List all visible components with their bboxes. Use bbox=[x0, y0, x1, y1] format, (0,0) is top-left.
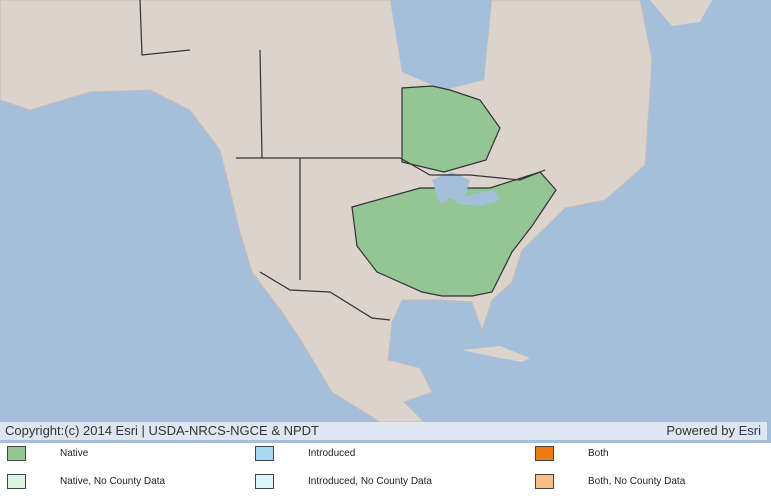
legend-label: Both bbox=[588, 448, 609, 459]
legend-label: Introduced, No County Data bbox=[308, 476, 432, 487]
legend-label: Both, No County Data bbox=[588, 476, 686, 487]
hudson-bay bbox=[390, 0, 492, 90]
border-alaska bbox=[139, 0, 191, 56]
cuba bbox=[462, 346, 530, 362]
legend-swatch bbox=[7, 446, 26, 461]
native-range-us bbox=[351, 171, 557, 297]
border-us-mexico bbox=[259, 271, 391, 321]
land bbox=[0, 0, 653, 423]
native-range-canada bbox=[401, 85, 501, 173]
esri-link[interactable]: Esri bbox=[738, 423, 761, 438]
map bbox=[0, 0, 771, 443]
greenland bbox=[650, 0, 712, 26]
powered-by: Powered by Esri bbox=[666, 422, 761, 440]
legend-label: Native bbox=[60, 448, 89, 459]
border-us-canada bbox=[236, 157, 546, 181]
legend-swatch bbox=[7, 474, 26, 489]
powered-by-text: Powered by bbox=[666, 423, 735, 438]
legend-swatch bbox=[535, 446, 554, 461]
attribution-bar: Copyright:(c) 2014 Esri | USDA-NRCS-NGCE… bbox=[0, 422, 767, 440]
legend-label: Native, No County Data bbox=[60, 476, 166, 487]
legend-swatch bbox=[255, 474, 274, 489]
legend-swatch bbox=[255, 446, 274, 461]
borders bbox=[139, 0, 546, 321]
attribution: Copyright:(c) 2014 Esri | USDA-NRCS-NGCE… bbox=[5, 423, 319, 438]
great-lakes bbox=[432, 172, 500, 206]
border-provinces bbox=[259, 49, 263, 159]
legend-label: Introduced bbox=[308, 448, 356, 459]
legend-swatch bbox=[535, 474, 554, 489]
